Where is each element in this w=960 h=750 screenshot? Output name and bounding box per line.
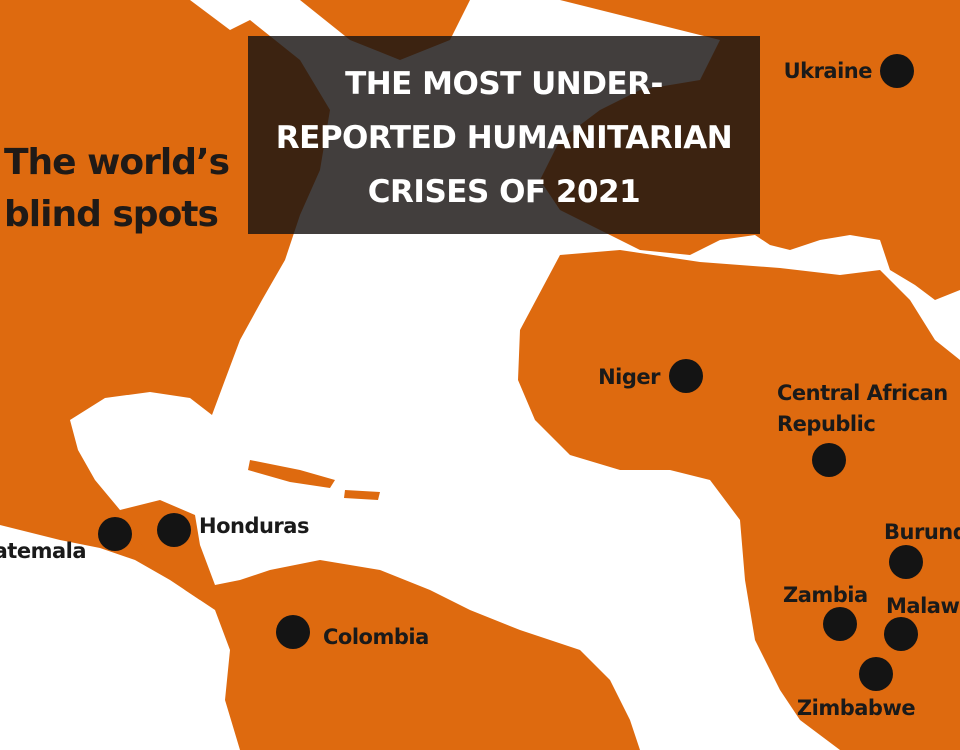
place-label: Guatemala [0,539,86,563]
place: Honduras [157,513,309,547]
place-dot [812,443,846,477]
place: Malawi [884,594,960,651]
place-label: Zambia [783,583,868,607]
title-line: CRISES OF 2021 [368,174,640,210]
place-label: Niger [598,365,661,389]
place: Zambia [783,583,868,641]
place-label: Republic [777,412,875,436]
place-dot [823,607,857,641]
place-label: Colombia [323,625,429,649]
title-line: REPORTED HUMANITARIAN [276,120,732,156]
place-dot [859,657,893,691]
place: Burundi [884,520,960,579]
place: Central African Republic [777,381,948,477]
subtitle-line: The world’s [4,142,229,183]
place: Zimbabwe [797,657,916,720]
place: Guatemala [0,517,132,563]
place-label: Burundi [884,520,960,544]
place-label: Central African [777,381,948,405]
place-label: Honduras [199,514,309,538]
title-line: THE MOST UNDER- [345,66,663,102]
title-box: THE MOST UNDER- REPORTED HUMANITARIAN CRIS… [248,36,760,234]
place-dot [157,513,191,547]
place-label: Malawi [886,594,960,618]
place-dot [889,545,923,579]
place-dot [98,517,132,551]
labels: The world’s blind spots Ukraine Niger Centra… [0,54,960,720]
subtitle-line: blind spots [4,194,218,235]
place-dot [276,615,310,649]
place: Ukraine [784,54,914,88]
place-dot [884,617,918,651]
place-dot [669,359,703,393]
place-label: Zimbabwe [797,696,915,720]
place-dot [880,54,914,88]
place-label: Ukraine [784,59,873,83]
title-backdrop [248,36,760,234]
place: Niger [598,359,703,393]
place: Colombia [276,615,429,649]
